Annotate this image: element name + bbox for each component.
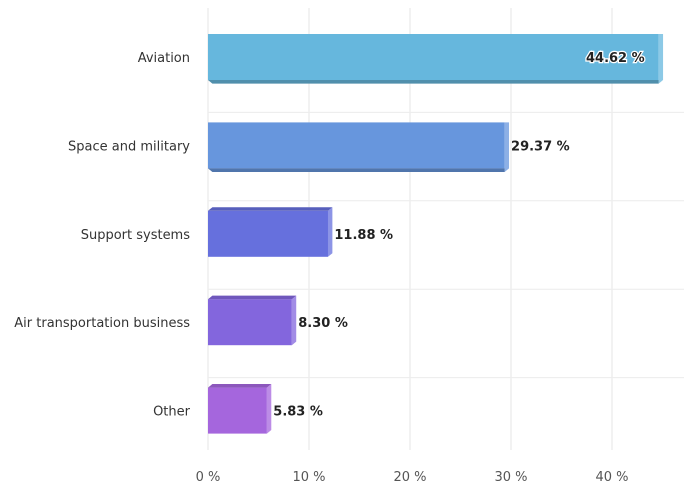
category-label: Other	[153, 405, 191, 420]
category-label: Space and military	[68, 139, 190, 154]
bar-side-face	[266, 384, 272, 434]
bar-top-face	[208, 207, 333, 211]
category-label: Aviation	[138, 51, 190, 66]
data-label: 44.62 %	[586, 51, 645, 66]
bar-side-face	[504, 122, 510, 172]
x-tick-label: 20 %	[393, 470, 426, 484]
data-label: 29.37 %	[511, 139, 570, 154]
bar-bottom-face	[208, 80, 659, 84]
data-label: 8.30 %	[298, 316, 348, 331]
data-label: 11.88 %	[334, 228, 393, 243]
bar-side-face	[658, 34, 664, 84]
category-label: Air transportation business	[14, 316, 190, 331]
bar	[208, 299, 292, 346]
bar	[208, 122, 505, 169]
bar-bottom-face	[208, 168, 505, 172]
bar-side-face	[291, 295, 297, 346]
bar	[208, 387, 267, 434]
x-tick-label: 10 %	[292, 470, 325, 484]
x-tick-label: 30 %	[494, 470, 527, 484]
x-tick-label: 0 %	[196, 470, 221, 484]
bar-top-face	[208, 384, 272, 388]
bar-top-face	[208, 295, 297, 300]
x-tick-label: 40 %	[595, 470, 628, 484]
bar-side-face	[327, 207, 333, 257]
data-label: 5.83 %	[273, 405, 323, 420]
category-label: Support systems	[81, 228, 191, 243]
bar	[208, 34, 659, 80]
bar	[208, 210, 328, 257]
